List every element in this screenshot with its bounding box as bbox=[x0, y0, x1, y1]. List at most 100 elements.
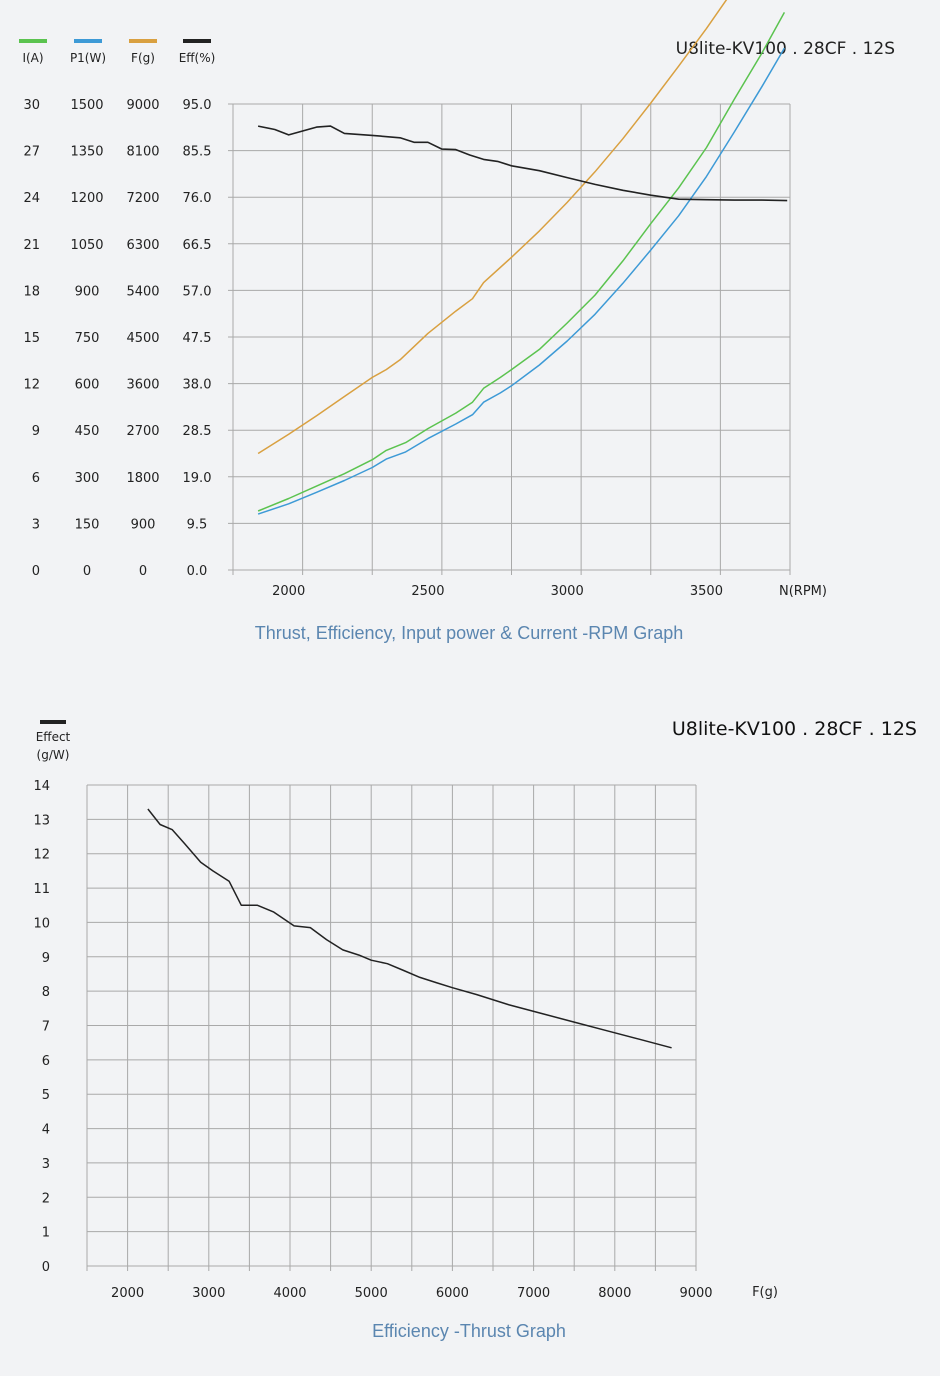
y-tick-label: 3600 bbox=[126, 378, 159, 393]
legend-swatch-efficiency bbox=[183, 39, 211, 43]
y-tick-label: 150 bbox=[75, 517, 100, 532]
thrust-graph-legend: Effect (g/W) bbox=[36, 720, 71, 762]
y-tick-label: 0 bbox=[32, 564, 40, 579]
legend-swatch-thrust bbox=[129, 39, 157, 43]
y-tick-label: 27 bbox=[23, 145, 40, 160]
rpm-graph: I(A) P1(W) F(g) Eff(%) U8lite-KV100 . 28CF … bbox=[19, 0, 895, 643]
x-tick-label: 3000 bbox=[551, 584, 584, 599]
y-tick-label: 3 bbox=[32, 517, 40, 532]
legend-label-efficiency: Eff(%) bbox=[179, 51, 216, 65]
x-tick-label: 8000 bbox=[598, 1286, 631, 1301]
y-tick-label: 10 bbox=[33, 916, 50, 931]
rpm-graph-y-ticks: 0369121518212427300150300450600750900105… bbox=[23, 98, 211, 579]
thrust-graph-model-label: U8lite-KV100 . 28CF . 12S bbox=[672, 718, 917, 740]
y-tick-label: 76.0 bbox=[183, 191, 212, 206]
thrust-graph-series bbox=[147, 808, 672, 1049]
thrust-graph-title: Efficiency -Thrust Graph bbox=[372, 1321, 566, 1341]
y-tick-label: 24 bbox=[23, 191, 40, 206]
x-tick-label: 3500 bbox=[690, 584, 723, 599]
y-tick-label: 21 bbox=[23, 238, 40, 253]
y-tick-label: 4 bbox=[42, 1123, 50, 1138]
y-tick-label: 6 bbox=[32, 471, 40, 486]
y-tick-label: 38.0 bbox=[183, 378, 212, 393]
y-tick-label: 1200 bbox=[70, 191, 103, 206]
y-tick-label: 28.5 bbox=[183, 424, 212, 439]
y-tick-label: 7200 bbox=[126, 191, 159, 206]
y-tick-label: 0 bbox=[83, 564, 91, 579]
series-line-current bbox=[257, 12, 786, 512]
y-tick-label: 47.5 bbox=[183, 331, 212, 346]
x-tick-label: 2000 bbox=[272, 584, 305, 599]
y-tick-label: 1350 bbox=[70, 145, 103, 160]
y-tick-label: 8100 bbox=[126, 145, 159, 160]
y-tick-label: 13 bbox=[33, 813, 50, 828]
y-tick-label: 1500 bbox=[70, 98, 103, 113]
y-tick-label: 9 bbox=[32, 424, 40, 439]
y-tick-label: 0 bbox=[42, 1260, 50, 1275]
legend-swatch-power bbox=[74, 39, 102, 43]
y-tick-label: 6300 bbox=[126, 238, 159, 253]
y-tick-label: 15 bbox=[23, 331, 40, 346]
y-tick-label: 12 bbox=[23, 378, 40, 393]
y-tick-label: 8 bbox=[42, 985, 50, 1000]
y-tick-label: 5 bbox=[42, 1088, 50, 1103]
series-line-effect bbox=[147, 808, 672, 1049]
y-tick-label: 6 bbox=[42, 1054, 50, 1069]
y-tick-label: 9.5 bbox=[187, 517, 208, 532]
y-tick-label: 14 bbox=[33, 779, 50, 794]
legend-label-unit: (g/W) bbox=[37, 748, 70, 762]
y-tick-label: 0.0 bbox=[187, 564, 208, 579]
legend-label-thrust: F(g) bbox=[131, 51, 155, 65]
rpm-graph-series bbox=[257, 0, 788, 515]
thrust-graph: Effect (g/W) U8lite-KV100 . 28CF . 12S 0 1… bbox=[33, 718, 917, 1341]
y-tick-label: 5400 bbox=[126, 284, 159, 299]
thrust-graph-x-ticks: 2000 3000 4000 5000 6000 7000 8000 9000 bbox=[111, 1286, 712, 1301]
x-tick-label: 7000 bbox=[517, 1286, 550, 1301]
x-tick-label: 9000 bbox=[679, 1286, 712, 1301]
legend-label-current: I(A) bbox=[22, 51, 43, 65]
y-tick-label: 4500 bbox=[126, 331, 159, 346]
rpm-graph-legend: I(A) P1(W) F(g) Eff(%) bbox=[19, 39, 215, 65]
rpm-graph-grid bbox=[228, 103, 791, 575]
y-tick-label: 1050 bbox=[70, 238, 103, 253]
y-tick-label: 2 bbox=[42, 1191, 50, 1206]
y-tick-label: 1800 bbox=[126, 471, 159, 486]
y-tick-label: 3 bbox=[42, 1157, 50, 1172]
x-tick-label: 2000 bbox=[111, 1286, 144, 1301]
y-tick-label: 66.5 bbox=[183, 238, 212, 253]
y-tick-label: 95.0 bbox=[183, 98, 212, 113]
legend-label-power: P1(W) bbox=[70, 51, 106, 65]
y-tick-label: 12 bbox=[33, 848, 50, 863]
x-tick-label: 6000 bbox=[436, 1286, 469, 1301]
rpm-graph-model-label: U8lite-KV100 . 28CF . 12S bbox=[676, 39, 895, 59]
y-tick-label: 57.0 bbox=[183, 284, 212, 299]
x-tick-label: 5000 bbox=[355, 1286, 388, 1301]
y-tick-label: 18 bbox=[23, 284, 40, 299]
x-tick-label: 4000 bbox=[273, 1286, 306, 1301]
y-tick-label: 300 bbox=[75, 471, 100, 486]
y-tick-label: 9000 bbox=[126, 98, 159, 113]
y-tick-label: 7 bbox=[42, 1020, 50, 1035]
legend-swatch-current bbox=[19, 39, 47, 43]
legend-swatch-efficiency bbox=[40, 720, 66, 724]
thrust-graph-x-axis-label: F(g) bbox=[752, 1285, 778, 1300]
y-tick-label: 19.0 bbox=[183, 471, 212, 486]
legend-label-effect: Effect bbox=[36, 730, 71, 744]
rpm-graph-title: Thrust, Efficiency, Input power & Curren… bbox=[255, 623, 684, 643]
y-tick-label: 9 bbox=[42, 951, 50, 966]
y-tick-label: 0 bbox=[139, 564, 147, 579]
y-tick-label: 750 bbox=[75, 331, 100, 346]
y-tick-label: 85.5 bbox=[183, 145, 212, 160]
y-tick-label: 30 bbox=[23, 98, 40, 113]
y-tick-label: 900 bbox=[75, 284, 100, 299]
rpm-graph-x-ticks: 2000 2500 3000 3500 bbox=[272, 584, 723, 599]
y-tick-label: 1 bbox=[42, 1226, 50, 1241]
y-tick-label: 900 bbox=[131, 517, 156, 532]
x-tick-label: 2500 bbox=[411, 584, 444, 599]
series-line-efficiency bbox=[257, 125, 788, 202]
y-tick-label: 2700 bbox=[126, 424, 159, 439]
y-tick-label: 600 bbox=[75, 378, 100, 393]
series-line-thrust bbox=[257, 0, 728, 455]
rpm-graph-x-axis-label: N(RPM) bbox=[779, 584, 827, 599]
